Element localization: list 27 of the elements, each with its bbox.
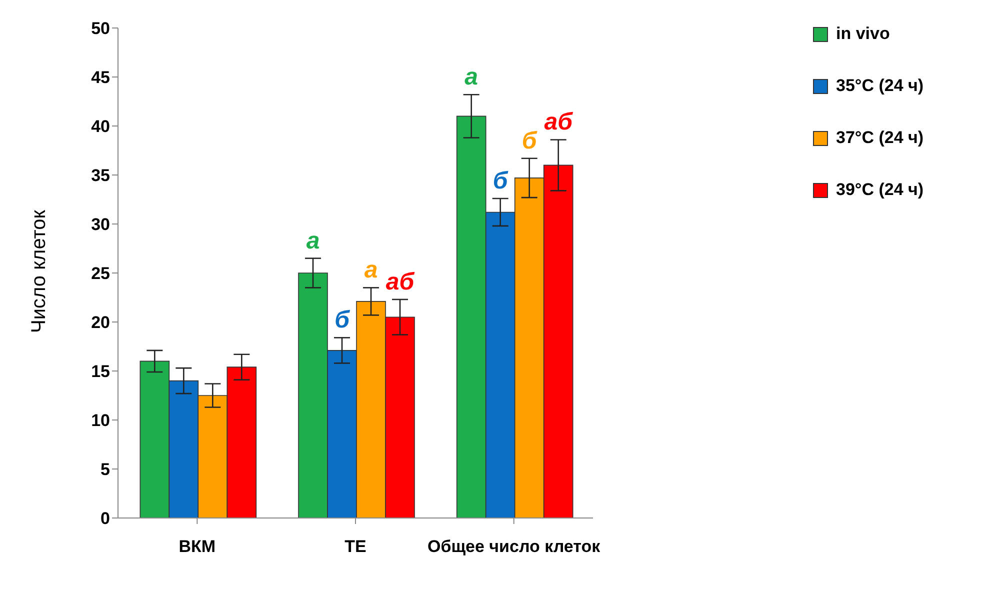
y-tick-label: 35 (91, 166, 110, 186)
data-label: б (492, 168, 509, 195)
y-tick-label: 0 (100, 509, 110, 528)
data-label: а (306, 227, 320, 254)
y-tick-label: 15 (91, 362, 110, 382)
y-tick-label: 30 (91, 215, 110, 234)
y-tick-label: 40 (91, 117, 110, 136)
data-label: б (522, 127, 538, 154)
x-tick-label: ВКМ (178, 537, 216, 556)
x-tick-label: ТЕ (344, 537, 366, 556)
data-label: аб (544, 108, 574, 136)
y-tick-label: 5 (100, 460, 110, 480)
y-tick-label: 45 (91, 68, 110, 88)
y-tick-label: 50 (91, 19, 110, 38)
data-label: аб (386, 268, 416, 296)
data-label: а (364, 256, 378, 284)
y-tick-label: 25 (91, 264, 110, 284)
y-axis-title: Число клеток (28, 210, 50, 333)
data-label: б (334, 306, 351, 334)
legend-label: 37°C (24 ч) (836, 128, 924, 148)
legend-label: in vivo (836, 24, 890, 44)
legend-label: 35°C (24 ч) (836, 76, 924, 96)
legend-label: 39°C (24 ч) (836, 180, 924, 200)
data-label: а (464, 64, 478, 91)
y-tick-label: 10 (91, 411, 110, 430)
x-tick-label: Общее число клеток (427, 537, 601, 556)
y-tick-label: 20 (91, 313, 110, 332)
